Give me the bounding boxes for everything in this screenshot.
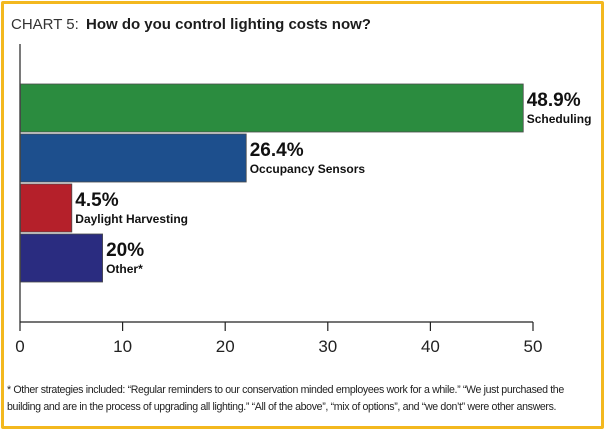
- chart-footnote: * Other strategies included: “Regular re…: [7, 382, 592, 416]
- x-tick-label: 40: [421, 337, 440, 356]
- bar-category-label: Other*: [106, 262, 143, 276]
- x-tick-label: 50: [524, 337, 543, 356]
- bar-category-label: Daylight Harvesting: [75, 212, 188, 226]
- bar-category-label: Scheduling: [527, 112, 592, 126]
- bar: [20, 183, 73, 233]
- chart-title-question: How do you control lighting costs now?: [85, 16, 371, 33]
- bar-category-label: Occupancy Sensors: [250, 162, 366, 176]
- bar-value-label: 48.9%: [527, 90, 581, 111]
- bar-value-label: 4.5%: [75, 190, 118, 211]
- bar: [20, 133, 247, 183]
- bar: [20, 83, 524, 133]
- footnote-line-2: building and are in the process of upgra…: [7, 401, 557, 413]
- chart-title-prefix: CHART 5:: [11, 16, 79, 33]
- x-tick-label: 20: [216, 337, 235, 356]
- bar-value-label: 20%: [106, 240, 144, 261]
- footnote-line-1: * Other strategies included: “Regular re…: [7, 384, 564, 396]
- x-tick-label: 10: [113, 337, 132, 356]
- x-tick-label: 30: [318, 337, 337, 356]
- x-tick-label: 0: [15, 337, 24, 356]
- bar-value-label: 26.4%: [250, 140, 304, 161]
- bar: [20, 233, 103, 283]
- chart-title: CHART 5: How do you control lighting cos…: [11, 16, 371, 33]
